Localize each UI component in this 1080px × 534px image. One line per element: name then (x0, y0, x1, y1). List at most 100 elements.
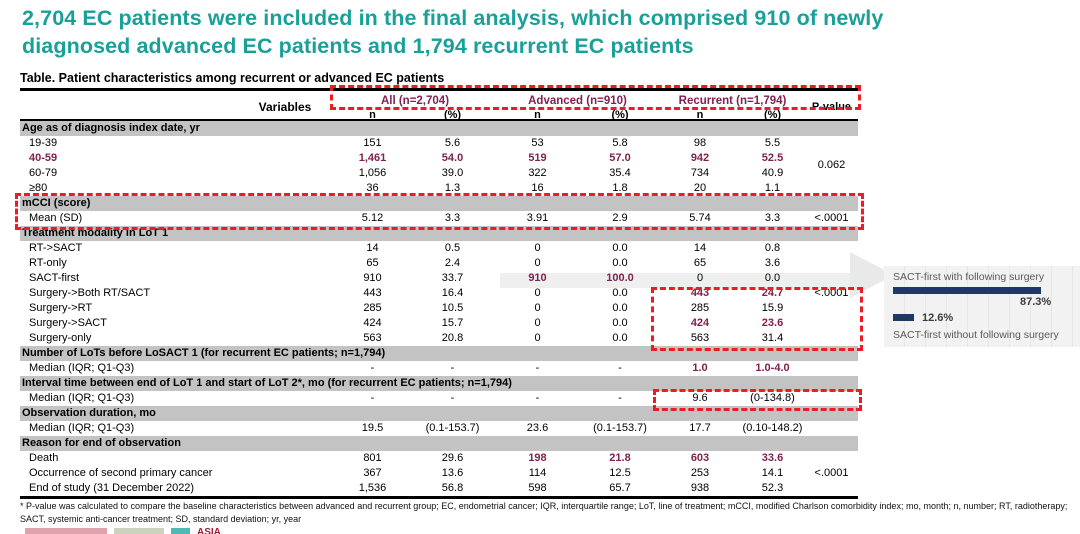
value-cell: 29.6 (441, 452, 464, 464)
value-cell: 910 (363, 272, 382, 284)
subheader-row: n (%) n (%) n (%) (20, 109, 858, 123)
value-cell: 801 (363, 452, 382, 464)
table-row: Surgery-only 563 20.8 0 0.0 563 31.4 (20, 331, 858, 346)
logo-bar-pink (25, 528, 107, 534)
value-cell: 19.5 (361, 422, 384, 434)
value-cell: 285 (690, 302, 710, 314)
value-cell: 12.5 (609, 467, 631, 479)
subheader-pct-all: (%) (443, 109, 462, 121)
section-label: Observation duration, mo (22, 407, 156, 419)
table-row: RT->SACT 14 0.5 0 0.0 14 0.8 (20, 241, 858, 256)
value-cell: 942 (690, 152, 710, 164)
section-row: Number of LoTs before LoSACT 1 (for recu… (20, 346, 858, 361)
value-cell: 938 (690, 482, 710, 494)
section-label: mCCI (score) (22, 197, 91, 209)
row-label: Median (IQR; Q1-Q3) (29, 362, 135, 374)
section-row: Interval time between end of LoT 1 and s… (20, 376, 858, 391)
value-cell: (0-134.8) (750, 392, 795, 404)
table-header: Variables All (n=2,704) Advanced (n=910)… (20, 88, 858, 121)
value-cell: 114 (528, 467, 547, 479)
value-cell: 65.7 (609, 482, 631, 494)
row-label: Surgery->SACT (29, 317, 107, 329)
group-header-recurrent: Recurrent (n=1,794) (678, 95, 787, 107)
subheader-n-advanced: n (534, 109, 541, 121)
value-cell: 598 (528, 482, 547, 494)
pvalue-cell: <.0001 (814, 212, 849, 224)
table-row: Median (IQR; Q1-Q3) - - - - 9.6 (0-134.8) (20, 391, 858, 406)
value-cell: 20 (693, 182, 707, 194)
pvalue-cell (805, 451, 858, 466)
row-label: 19-39 (29, 137, 58, 149)
value-cell: 54.0 (441, 152, 464, 164)
value-cell: - (535, 392, 540, 404)
value-cell: 0 (534, 242, 541, 254)
section-row: mCCI (score) (20, 196, 858, 211)
value-cell: 65 (693, 257, 707, 269)
value-cell: 285 (363, 302, 382, 314)
value-cell: - (370, 362, 375, 374)
footnote: * P-value was calculated to compare the … (20, 501, 1068, 524)
subheader-pct-advanced: (%) (611, 109, 629, 121)
section-row: Age as of diagnosis index date, yr (20, 121, 858, 136)
table-row: Surgery->RT 285 10.5 0 0.0 285 15.9 (20, 301, 858, 316)
group-header-advanced: Advanced (n=910) (528, 95, 627, 107)
value-cell: - (618, 362, 622, 374)
row-label: ≥80 (29, 182, 48, 194)
value-cell: 57.0 (609, 152, 631, 164)
value-cell: 21.8 (609, 452, 631, 464)
value-cell: 1.8 (612, 182, 628, 194)
logo: ASIA (25, 528, 221, 534)
column-header-variables: Variables (258, 100, 312, 114)
table-row: Median (IQR; Q1-Q3) 19.5 (0.1-153.7) 23.6 (0… (20, 421, 858, 436)
pvalue-cell (805, 301, 858, 316)
value-cell: 31.4 (761, 332, 784, 344)
table-row: 19-39 151 5.6 53 5.8 98 5.5 (20, 136, 858, 151)
value-cell: 15.9 (761, 302, 784, 314)
value-cell: 0 (534, 302, 541, 314)
pvalue-cell (805, 181, 858, 196)
value-cell: 5.12 (361, 212, 384, 224)
row-label: End of study (31 December 2022) (29, 482, 195, 494)
value-cell: 910 (528, 272, 547, 284)
page-title: 2,704 EC patients were included in the f… (22, 6, 884, 58)
value-cell: 53 (531, 137, 544, 149)
table-row: Death 801 29.6 198 21.8 603 33.6 (20, 451, 858, 466)
table-row: 60-79 1,056 39.0 322 35.4 734 40.9 0.062 (20, 159, 858, 181)
table-row: Surgery->Both RT/SACT 443 16.4 0 0.0 443 24.7 <… (20, 286, 858, 301)
value-cell: 322 (528, 167, 547, 179)
value-cell: 65 (366, 257, 379, 269)
section-label: Number of LoTs before LoSACT 1 (for recu… (22, 347, 386, 359)
value-cell: 0 (534, 287, 541, 299)
row-label: Surgery->RT (29, 302, 93, 314)
value-cell: (0.10-148.2) (742, 422, 803, 434)
value-cell: 3.3 (764, 212, 781, 224)
pvalue-cell: <.0001 (814, 467, 849, 479)
value-cell: 0.0 (612, 242, 628, 254)
pvalue-cell (805, 241, 858, 256)
value-cell: - (618, 392, 622, 404)
value-cell: 33.6 (761, 452, 784, 464)
value-cell: 3.91 (526, 212, 549, 224)
value-cell: 23.6 (526, 422, 549, 434)
logo-bar-sage (114, 528, 164, 534)
value-cell: 39.0 (441, 167, 464, 179)
value-cell: 0 (696, 272, 704, 284)
value-cell: 5.6 (444, 137, 461, 149)
value-cell: (0.1-153.7) (593, 422, 647, 434)
value-cell: 5.74 (689, 212, 711, 224)
value-cell: 1,536 (358, 482, 387, 494)
value-cell: 52.3 (761, 482, 784, 494)
bar-without-surgery (893, 314, 915, 321)
value-cell: 16.4 (441, 287, 464, 299)
value-cell: 33.7 (441, 272, 464, 284)
pvalue-cell: <.0001 (814, 287, 849, 299)
section-label: Treatment modality in LoT 1 (22, 227, 169, 239)
row-label: RT-only (29, 257, 67, 269)
row-label: RT->SACT (29, 242, 83, 254)
value-cell: 424 (363, 317, 382, 329)
row-label: Median (IQR; Q1-Q3) (29, 422, 135, 434)
value-cell: 1,461 (358, 152, 387, 164)
row-label: SACT-first (29, 272, 80, 284)
bar-with-surgery (893, 287, 1042, 294)
value-cell: 734 (690, 167, 710, 179)
